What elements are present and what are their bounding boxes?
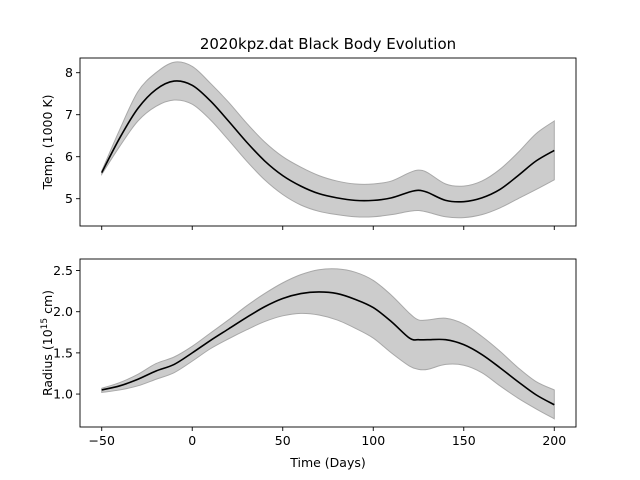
radius-panel: −50 0 50 100 150 200 1.0 1.5 2.0 2.5 Radius (1015 … — [40, 258, 577, 470]
chart-title: 2020kpz.dat Black Body Evolution — [200, 35, 456, 53]
y-tick-label-1-3: 2.5 — [53, 263, 73, 278]
x-tick-label-5: 200 — [542, 433, 566, 448]
plot-frame-0 — [79, 57, 577, 227]
plot-frame-1 — [79, 258, 577, 428]
x-tick-label-2: 50 — [275, 433, 291, 448]
series-line-1-0 — [101, 291, 555, 406]
x-axis-label: Time (Days) — [289, 455, 366, 470]
uncertainty-band-0-0 — [101, 61, 555, 219]
y-tick-label-0-3: 8 — [65, 65, 73, 80]
x-tick-label-0: −50 — [89, 433, 115, 448]
y-tick-label-0-2: 7 — [65, 107, 73, 122]
y-tick-label-1-1: 1.5 — [53, 345, 73, 360]
x-tick-label-3: 100 — [361, 433, 385, 448]
y-tick-label-0-0: 5 — [65, 191, 73, 206]
y-axis-label-0: Temp. (1000 K) — [40, 95, 55, 191]
temperature-panel: 5 6 7 8 Temp. (1000 K) — [40, 57, 577, 230]
x-tick-label-4: 150 — [452, 433, 476, 448]
y-tick-label-1-2: 2.0 — [53, 304, 73, 319]
series-line-0-0 — [101, 80, 555, 203]
y-axis-label-1: Radius (1015 cm) — [40, 290, 55, 396]
y-tick-label-1-0: 1.0 — [53, 387, 73, 402]
y-tick-label-0-1: 6 — [65, 149, 73, 164]
x-tick-label-1: 0 — [188, 433, 196, 448]
uncertainty-band-1-0 — [101, 268, 555, 420]
